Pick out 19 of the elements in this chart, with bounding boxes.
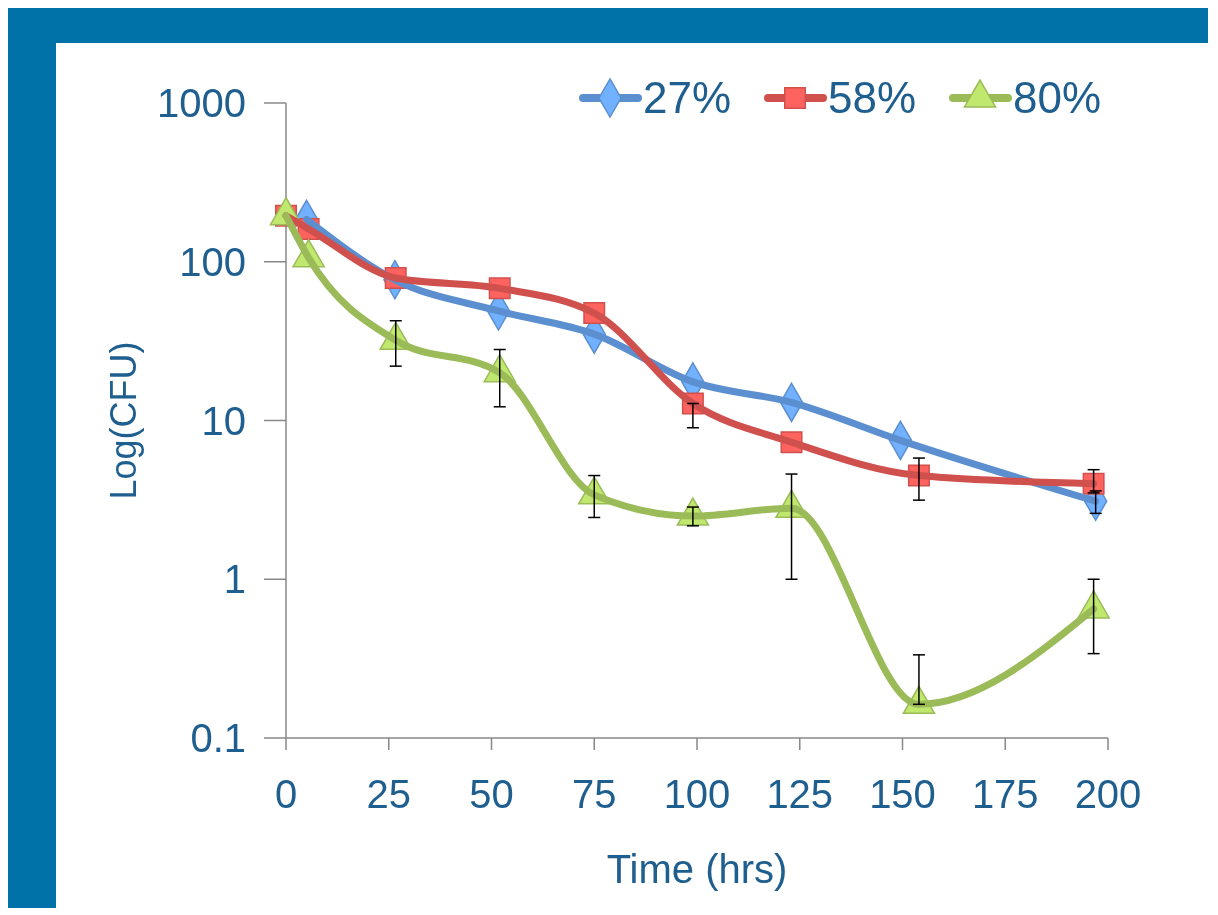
x-tick-label: 0: [274, 772, 298, 816]
legend-label: 80%: [1013, 73, 1102, 123]
y-tick-label: 1000: [157, 81, 246, 125]
y-tick-label: 0.1: [190, 716, 246, 760]
x-tick-label: 150: [869, 772, 936, 816]
x-tick-label: 50: [469, 772, 514, 816]
legend-label: 58%: [828, 73, 917, 123]
y-tick-label: 100: [179, 239, 246, 284]
y-axis-title: Log(CFU): [103, 341, 144, 500]
x-tick-label: 25: [366, 772, 411, 816]
x-tick-label: 125: [766, 772, 834, 816]
x-axis-title: Time (hrs): [606, 847, 788, 891]
x-tick-label: 100: [663, 772, 731, 816]
y-tick-label: 1: [223, 557, 246, 602]
x-tick-label: 200: [1074, 772, 1142, 816]
x-tick-label: 175: [971, 772, 1039, 816]
x-tick-label: 75: [572, 772, 617, 816]
y-tick-label: 10: [201, 398, 246, 443]
legend-label: 27%: [643, 73, 732, 123]
